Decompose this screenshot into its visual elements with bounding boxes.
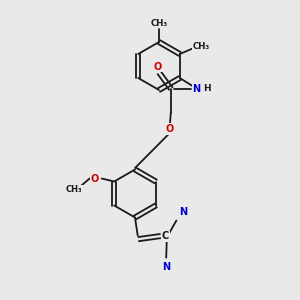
Text: H: H bbox=[203, 84, 211, 93]
Text: N: N bbox=[162, 262, 170, 272]
Text: O: O bbox=[154, 62, 162, 72]
Text: C: C bbox=[162, 231, 169, 241]
Text: CH₃: CH₃ bbox=[192, 42, 209, 51]
Text: CH₃: CH₃ bbox=[150, 19, 168, 28]
Text: O: O bbox=[165, 124, 173, 134]
Text: CH₃: CH₃ bbox=[66, 185, 82, 194]
Text: O: O bbox=[91, 173, 99, 184]
Text: N: N bbox=[192, 83, 200, 94]
Text: N: N bbox=[179, 207, 188, 217]
